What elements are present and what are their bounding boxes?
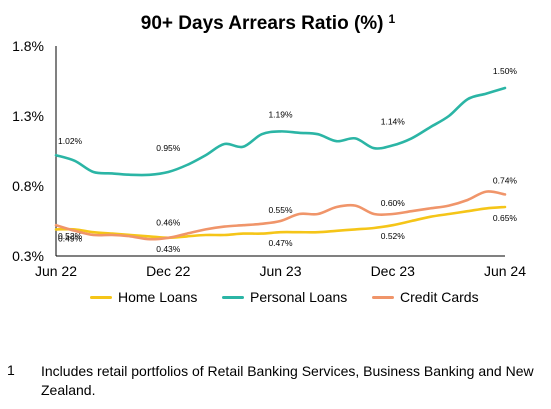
legend-swatch-personal-loans <box>222 295 244 299</box>
x-tick-labels: Jun 22 Dec 22 Jun 23 Dec 23 Jun 24 <box>35 263 526 279</box>
x-tick-label: Jun 22 <box>35 263 77 279</box>
chart-title: 90+ Days Arrears Ratio (%) 1 <box>141 12 396 34</box>
legend-swatch-home-loans <box>90 295 112 299</box>
legend: Home Loans Personal Loans Credit Cards <box>0 286 551 308</box>
x-tick-label: Jun 23 <box>259 263 301 279</box>
chart-title-text: 90+ Days Arrears Ratio (%) <box>141 13 384 34</box>
data-label-personal-loans: 1.50% <box>493 66 518 76</box>
data-label-credit-cards: 0.60% <box>381 198 406 208</box>
data-label-personal-loans: 1.02% <box>58 136 83 146</box>
data-label-home-loans: 0.65% <box>493 213 518 223</box>
data-label-home-loans: 0.49% <box>58 233 83 243</box>
x-tick-label: Dec 22 <box>146 263 191 279</box>
data-label-credit-cards: 0.46% <box>156 218 181 228</box>
y-tick-label: 0.3% <box>12 248 44 264</box>
data-label-home-loans: 0.52% <box>381 231 406 241</box>
x-tick-label: Jun 24 <box>484 263 526 279</box>
arrears-ratio-chart: 90+ Days Arrears Ratio (%) 1 1.8% 1.3% 0.8%… <box>12 12 526 279</box>
series-line-personal-loans <box>54 86 507 177</box>
data-label-home-loans: 0.47% <box>268 238 293 248</box>
data-label-credit-cards: 0.74% <box>493 175 518 185</box>
y-tick-labels: 1.8% 1.3% 0.8% 0.3% <box>12 38 44 264</box>
chart-title-superscript: 1 <box>389 12 396 26</box>
legend-label-personal-loans: Personal Loans <box>250 289 348 305</box>
y-tick-label: 0.8% <box>12 178 44 194</box>
legend-label-credit-cards: Credit Cards <box>400 289 479 305</box>
legend-item-personal-loans: Personal Loans <box>222 286 347 308</box>
series-line-home-loans <box>54 205 507 240</box>
data-labels: 1.02% 0.95% 1.19% 1.14% 1.50% 0.52% 0.46% 0.55%… <box>58 66 517 254</box>
legend-label-home-loans: Home Loans <box>118 289 198 305</box>
footnote-text: Includes retail portfolios of Retail Ban… <box>41 363 534 398</box>
data-label-personal-loans: 1.14% <box>381 116 406 126</box>
footnote-number: 1 <box>7 362 15 378</box>
series-lines <box>54 86 507 241</box>
data-label-home-loans: 0.43% <box>156 244 181 254</box>
data-label-credit-cards: 0.55% <box>268 205 293 215</box>
legend-swatch-credit-cards <box>372 295 394 299</box>
data-label-personal-loans: 1.19% <box>268 109 293 119</box>
y-tick-label: 1.8% <box>12 38 44 54</box>
y-tick-label: 1.3% <box>12 108 44 124</box>
legend-item-home-loans: Home Loans <box>90 286 197 308</box>
series-line-credit-cards <box>54 190 507 241</box>
data-label-credit-cards: 0.52% <box>58 231 83 241</box>
legend-item-credit-cards: Credit Cards <box>372 286 479 308</box>
x-tick-label: Dec 23 <box>371 263 416 279</box>
data-label-personal-loans: 0.95% <box>156 143 181 153</box>
